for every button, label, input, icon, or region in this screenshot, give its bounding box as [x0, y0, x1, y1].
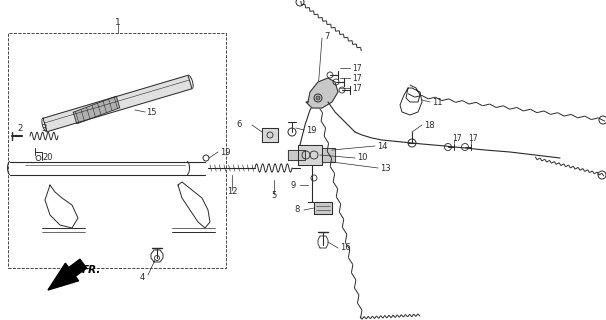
Polygon shape: [322, 148, 335, 162]
Text: 15: 15: [146, 108, 156, 116]
Text: 16: 16: [340, 244, 351, 252]
Polygon shape: [43, 75, 192, 132]
Bar: [8, 33, 226, 268]
Text: 2: 2: [18, 124, 22, 132]
Text: 7: 7: [324, 31, 330, 41]
Text: 10: 10: [357, 154, 367, 163]
Circle shape: [316, 96, 320, 100]
Polygon shape: [48, 263, 79, 290]
Text: 17: 17: [352, 84, 362, 92]
Text: 14: 14: [377, 141, 387, 150]
Text: 1: 1: [115, 18, 121, 27]
Text: 17: 17: [352, 74, 362, 83]
Text: 8: 8: [295, 205, 300, 214]
Text: 19: 19: [306, 125, 316, 134]
Polygon shape: [288, 150, 305, 160]
Text: 17: 17: [468, 133, 478, 142]
Text: 12: 12: [227, 188, 238, 196]
Text: 4: 4: [139, 274, 145, 283]
Polygon shape: [262, 128, 278, 142]
Text: 17: 17: [352, 63, 362, 73]
Text: FR.: FR.: [82, 265, 101, 275]
Text: 20: 20: [42, 154, 53, 163]
Polygon shape: [306, 78, 338, 108]
Text: 5: 5: [271, 191, 276, 201]
Text: 19: 19: [220, 148, 230, 156]
Text: 11: 11: [432, 98, 442, 107]
Text: 3: 3: [41, 124, 47, 132]
Polygon shape: [298, 145, 322, 165]
Text: 6: 6: [236, 119, 242, 129]
Text: 17: 17: [452, 133, 462, 142]
Text: 9: 9: [291, 180, 296, 189]
Polygon shape: [314, 202, 332, 214]
Text: 13: 13: [380, 164, 391, 172]
Polygon shape: [73, 96, 120, 124]
Polygon shape: [68, 259, 87, 276]
Text: 18: 18: [424, 121, 435, 130]
